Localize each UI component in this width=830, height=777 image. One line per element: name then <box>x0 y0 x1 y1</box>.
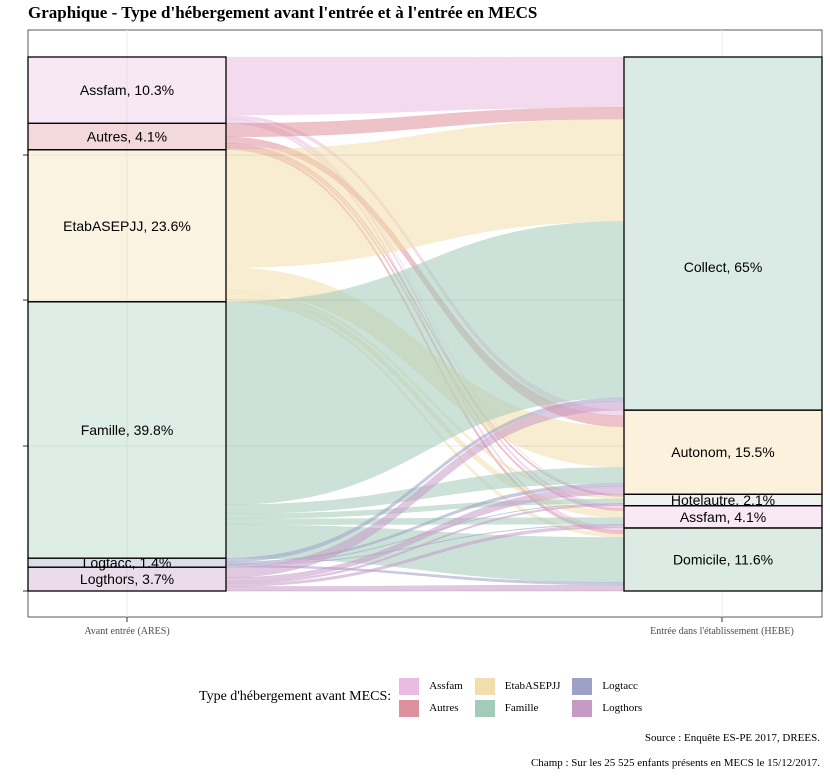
legend-swatch <box>399 677 420 695</box>
flows <box>225 56 625 592</box>
legend-swatch <box>572 699 593 717</box>
x-axis-label-ares: Avant entrée (ARES) <box>84 626 169 637</box>
source-note: Source : Enquête ES-PE 2017, DREES. <box>644 732 820 744</box>
right-node-hotelautre-fill <box>624 494 822 506</box>
legend-item-logtacc: Logtacc <box>572 675 642 697</box>
right-node-label-hotelautre: Hotelautre, 2.1% <box>671 492 775 508</box>
legend-grid: Assfam EtabASEPJJ Logtacc Autres Famille Logt… <box>399 675 642 719</box>
legend-item-assfam: Assfam <box>399 675 463 697</box>
legend-swatch <box>399 699 420 717</box>
left-node-label-etabasepjj: EtabASEPJJ, 23.6% <box>63 218 191 234</box>
legend-swatch <box>572 677 593 695</box>
legend-item-autres: Autres <box>399 697 463 719</box>
right-node-label-domicile: Domicile, 11.6% <box>673 551 773 567</box>
sankey-chart: Assfam, 10.3% Autres, 4.1% EtabASEPJJ, 23.… <box>23 29 823 637</box>
left-node-etabasepjj-fill <box>28 149 226 302</box>
right-node-label-assfam: Assfam, 4.1% <box>680 509 766 525</box>
legend-label: Autres <box>429 702 459 714</box>
right-node-autonom-fill <box>624 410 822 495</box>
legend-label: Logtacc <box>602 680 638 692</box>
right-node-domicile <box>623 527 823 592</box>
legend-item-etabasepjj: EtabASEPJJ <box>474 675 561 697</box>
legend-item-logthors: Logthors <box>572 697 642 719</box>
left-node-assfam-fill <box>28 57 226 124</box>
x-axis-label-hebe: Entrée dans l'établissement (HEBE) <box>650 626 794 637</box>
legend-label: Famille <box>504 702 539 714</box>
legend-swatch <box>474 699 495 717</box>
legend-label: Logthors <box>602 702 643 714</box>
left-node-label-assfam: Assfam, 10.3% <box>80 82 174 98</box>
left-node-logtacc-fill <box>28 558 226 568</box>
left-node-label-logthors: Logthors, 3.7% <box>80 571 174 587</box>
right-node-domicile-fill <box>624 527 822 591</box>
right-node-label-autonom: Autonom, 15.5% <box>671 444 775 460</box>
right-node-label-collect: Collect, 65% <box>684 259 763 275</box>
left-node-logthors-fill <box>28 567 226 591</box>
left-node-famille-fill <box>28 301 226 559</box>
legend-label: Assfam <box>429 680 463 692</box>
legend-item-famille: Famille <box>474 697 561 719</box>
left-node-label-autres: Autres, 4.1% <box>87 129 167 145</box>
chart-title: Graphique - Type d'hébergement avant l'e… <box>28 3 538 22</box>
left-node-autres-fill <box>28 123 226 150</box>
left-node-logthors <box>27 566 227 592</box>
right-node-collect-fill <box>624 57 822 411</box>
legend-title: Type d'hébergement avant MECS: <box>199 689 392 704</box>
flow-assfam-to-collect <box>225 56 625 116</box>
left-node-label-logtacc: Logtacc, 1.4% <box>83 555 172 571</box>
scope-note: Champ : Sur les 25 525 enfants présents … <box>530 757 820 769</box>
legend-label: EtabASEPJJ <box>504 680 561 692</box>
left-node-label-famille: Famille, 39.8% <box>81 422 174 438</box>
legend-swatch <box>474 677 495 695</box>
legend: Type d'hébergement avant MECS: Assfam Eta… <box>199 675 642 719</box>
right-node-assfam-fill <box>624 505 822 528</box>
